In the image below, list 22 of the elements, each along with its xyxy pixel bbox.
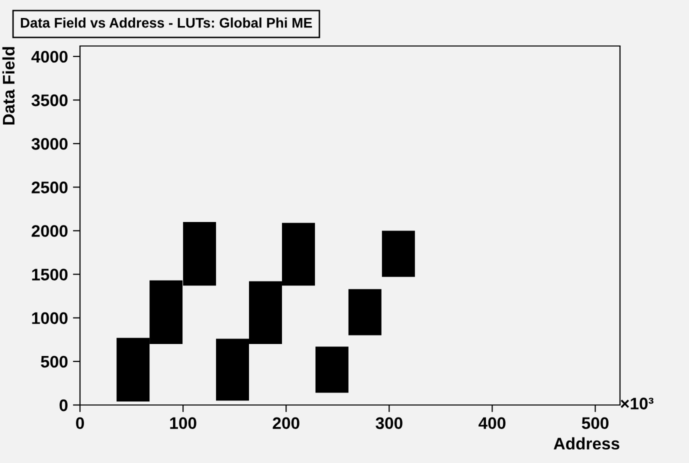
- y-tick-label: 1000: [32, 312, 68, 324]
- y-tick-label: 500: [40, 356, 68, 368]
- x-axis-title: Address: [554, 437, 620, 450]
- x-tick-label: 300: [376, 417, 402, 430]
- y-tick-label: 2000: [32, 225, 68, 237]
- x-tick-label: 200: [272, 417, 300, 430]
- bar: [315, 346, 348, 393]
- y-axis-title: Data Field: [2, 47, 15, 125]
- bar: [382, 230, 415, 277]
- x-tick-label: 100: [170, 417, 196, 430]
- y-tick-label: 2500: [32, 182, 68, 194]
- y-tick-label: 0: [60, 399, 68, 412]
- text: ×10³: [620, 398, 654, 410]
- bar: [348, 289, 382, 336]
- x-tick-label: 500: [582, 417, 608, 430]
- x-tick-label: 0: [76, 417, 84, 430]
- y-tick-label: 1500: [32, 268, 68, 280]
- chart-title: Data Field vs Address - LUTs: Global Phi ME: [20, 18, 312, 28]
- y-tick-label: 4000: [31, 50, 68, 63]
- y-tick-label: 3500: [32, 94, 68, 106]
- y-tick-label: 3000: [32, 138, 68, 150]
- x-tick-label: 400: [478, 417, 506, 430]
